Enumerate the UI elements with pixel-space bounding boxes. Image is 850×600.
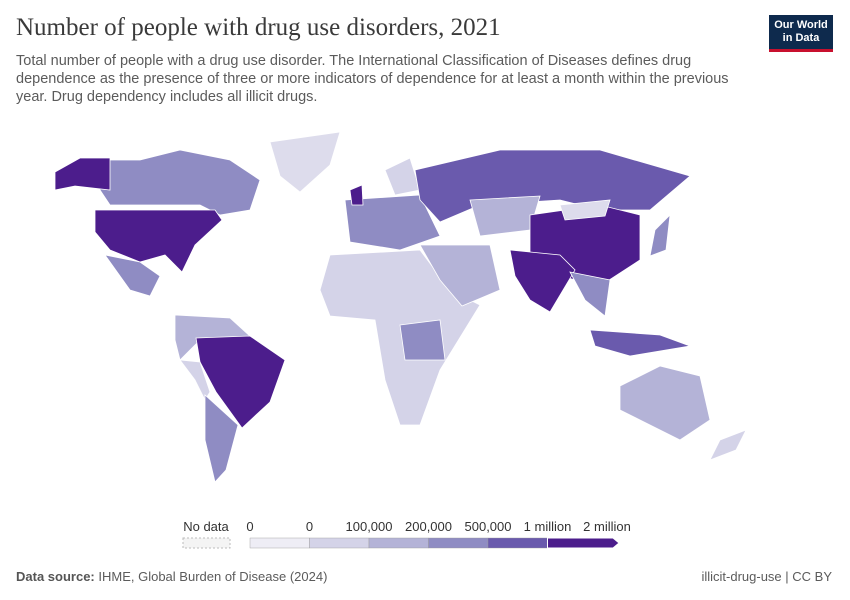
region[interactable] bbox=[344, 194, 441, 251]
region[interactable] bbox=[649, 213, 671, 257]
region[interactable] bbox=[419, 244, 501, 307]
region[interactable] bbox=[559, 199, 611, 221]
region[interactable] bbox=[399, 319, 446, 361]
region[interactable] bbox=[104, 254, 161, 297]
legend-swatch bbox=[428, 537, 489, 549]
footer-right[interactable]: illicit-drug-use | CC BY bbox=[701, 569, 832, 584]
logo[interactable]: Our World in Data bbox=[769, 15, 833, 52]
region[interactable] bbox=[269, 131, 341, 193]
region[interactable] bbox=[709, 429, 747, 461]
countries bbox=[54, 131, 747, 483]
region[interactable] bbox=[619, 365, 711, 441]
region[interactable] bbox=[54, 157, 111, 191]
region[interactable] bbox=[349, 184, 364, 206]
legend-label: 0 bbox=[306, 519, 313, 534]
legend-label: 0 bbox=[246, 519, 253, 534]
logo-line: Our World bbox=[774, 19, 828, 31]
region[interactable] bbox=[99, 149, 261, 216]
footer-source: Data source: IHME, Global Burden of Dise… bbox=[16, 569, 327, 584]
source: IHME, Global Burden of Disease (2024) bbox=[98, 569, 328, 584]
legend-swatch bbox=[309, 537, 370, 549]
legend-swatch bbox=[368, 537, 429, 549]
region[interactable] bbox=[589, 329, 692, 357]
legend-label: 100,000 bbox=[346, 519, 393, 534]
legend-no-data-swatch bbox=[182, 537, 231, 549]
title: Number of people with drug use disorders… bbox=[16, 14, 501, 41]
region[interactable] bbox=[414, 149, 691, 223]
region[interactable] bbox=[179, 359, 211, 401]
region[interactable] bbox=[569, 271, 611, 317]
region[interactable] bbox=[469, 195, 541, 237]
region[interactable] bbox=[195, 335, 286, 429]
legend-label: 2 million bbox=[583, 519, 631, 534]
legend-swatch bbox=[547, 537, 620, 549]
region[interactable] bbox=[384, 157, 421, 196]
legend-label: 500,000 bbox=[465, 519, 512, 534]
legend-label: 200,000 bbox=[405, 519, 452, 534]
map: No data 0 0 100,000 200,000 500,000 1 million 2… bbox=[54, 131, 747, 549]
subtitle: Total number of people with a drug use d… bbox=[16, 53, 729, 105]
source-label: Data source: bbox=[16, 569, 95, 584]
legend: No data 0 0 100,000 200,000 500,000 1 million 2… bbox=[182, 519, 631, 549]
legend-swatch bbox=[487, 537, 548, 549]
region[interactable] bbox=[204, 394, 239, 483]
legend-label: 1 million bbox=[524, 519, 572, 534]
logo-line: in Data bbox=[782, 32, 820, 44]
region[interactable] bbox=[94, 209, 223, 273]
region[interactable] bbox=[509, 249, 576, 313]
legend-swatch bbox=[249, 537, 310, 549]
legend-no-data: No data bbox=[183, 519, 229, 534]
